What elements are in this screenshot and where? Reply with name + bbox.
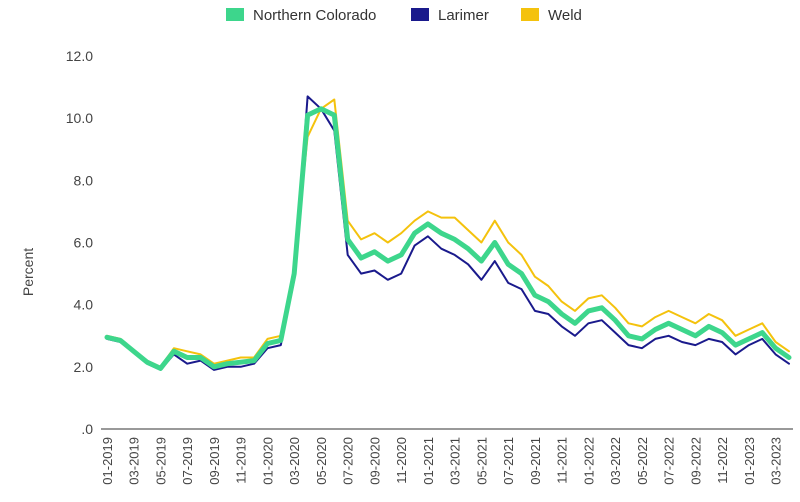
x-tick-label: 01-2023 [742, 437, 757, 485]
x-tick-label: 09-2022 [688, 437, 703, 485]
x-tick-label: 05-2022 [635, 437, 650, 485]
x-tick-label: 03-2021 [448, 437, 463, 485]
x-tick-label: 05-2021 [474, 437, 489, 485]
x-tick-label: 11-2020 [394, 437, 409, 484]
y-tick-label: 4.0 [74, 297, 94, 313]
x-tick-label: 11-2021 [555, 437, 570, 484]
y-axis-label: Percent [20, 248, 36, 296]
x-tick-label: 11-2022 [715, 437, 730, 484]
x-tick-label: 01-2019 [100, 437, 115, 485]
x-tick-label: 01-2022 [581, 437, 596, 485]
legend-label: Weld [548, 7, 582, 24]
x-tick-label: 03-2019 [127, 437, 142, 485]
x-tick-label: 07-2021 [501, 437, 516, 485]
y-tick-label: 12.0 [66, 48, 93, 64]
legend-swatch [521, 8, 539, 21]
legend: Northern Colorado Larimer Weld [226, 7, 582, 24]
x-tick-label: 07-2019 [180, 437, 195, 485]
x-tick-label: 03-2022 [608, 437, 623, 485]
x-tick-label: 05-2020 [314, 437, 329, 485]
y-tick-label: 8.0 [74, 172, 94, 188]
series-line-weld [106, 98, 790, 368]
legend-label: Northern Colorado [253, 7, 376, 24]
legend-label: Larimer [438, 7, 489, 24]
legend-swatch [226, 8, 244, 21]
y-tick-label: 6.0 [74, 235, 94, 251]
x-tick-label: 07-2020 [341, 437, 356, 485]
x-tick-label: 09-2019 [207, 437, 222, 485]
y-tick-label: 2.0 [74, 359, 94, 375]
series-line-larimer [106, 95, 790, 371]
x-tick-label: 09-2021 [528, 437, 543, 485]
x-tick-label: 05-2019 [153, 437, 168, 485]
x-tick-label: 11-2019 [234, 437, 249, 484]
x-tick-label: 01-2020 [260, 437, 275, 485]
series-layer [104, 95, 792, 371]
x-tick-label: 09-2020 [367, 437, 382, 485]
y-tick-label: 10.0 [66, 110, 93, 126]
x-axis: 01-2019 03-2019 05-2019 07-2019 09-2019 11-20… [100, 428, 793, 485]
x-tick-label: 01-2021 [421, 437, 436, 485]
y-axis: .0 2.0 4.0 6.0 8.0 10.0 12.0 [66, 48, 93, 437]
x-tick-label: 03-2023 [769, 437, 784, 485]
legend-swatch [411, 8, 429, 21]
series-line-northern-colorado [104, 106, 792, 371]
x-tick-label: 03-2020 [287, 437, 302, 485]
x-tick-label: 07-2022 [662, 437, 677, 485]
y-tick-label: .0 [81, 421, 93, 437]
